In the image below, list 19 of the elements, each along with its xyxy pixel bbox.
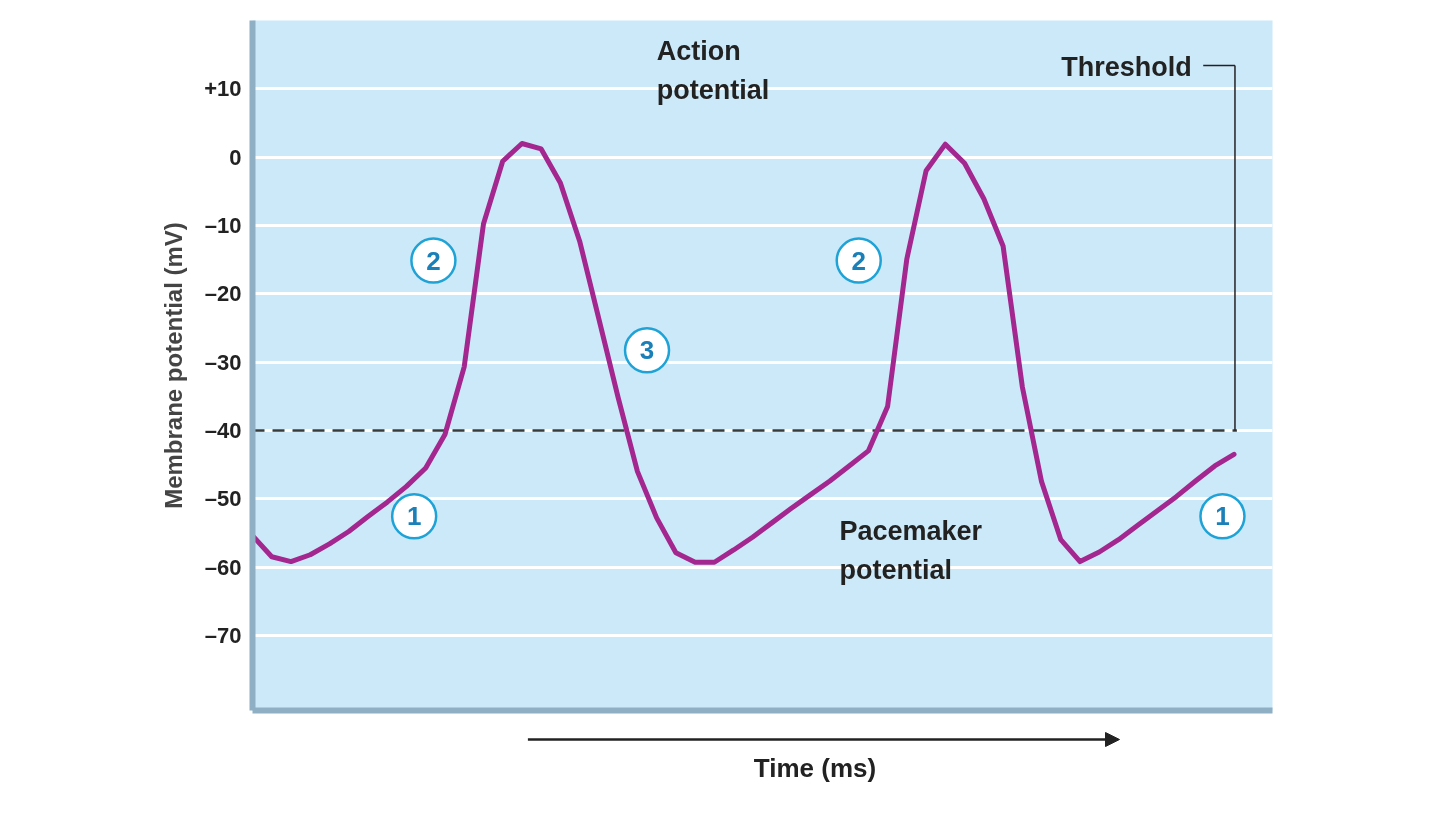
- y-tick-label: –20: [204, 281, 242, 307]
- annotation: Action potential: [656, 35, 770, 105]
- ref-line-label: Threshold: [1061, 52, 1192, 83]
- y-tick-label: –30: [204, 349, 242, 375]
- y-tick-label: –40: [204, 417, 242, 443]
- y-tick-label: –70: [204, 622, 242, 648]
- y-tick-label: 0: [229, 144, 242, 170]
- y-tick-label: –10: [204, 212, 242, 238]
- annotation: 3: [639, 335, 655, 366]
- annotation: 2: [426, 245, 441, 276]
- y-tick-label: +10: [204, 76, 242, 102]
- y-tick-label: –50: [204, 486, 242, 512]
- y-axis-title: Membrane potential (mV): [160, 222, 188, 509]
- x-axis-title: Time (ms): [753, 752, 877, 783]
- annotation: 1: [406, 501, 422, 532]
- y-tick-label: –60: [204, 554, 242, 580]
- annotation: 2: [851, 245, 866, 276]
- annotation: 1: [1215, 501, 1230, 532]
- annotation: Pacemaker potential: [839, 515, 983, 585]
